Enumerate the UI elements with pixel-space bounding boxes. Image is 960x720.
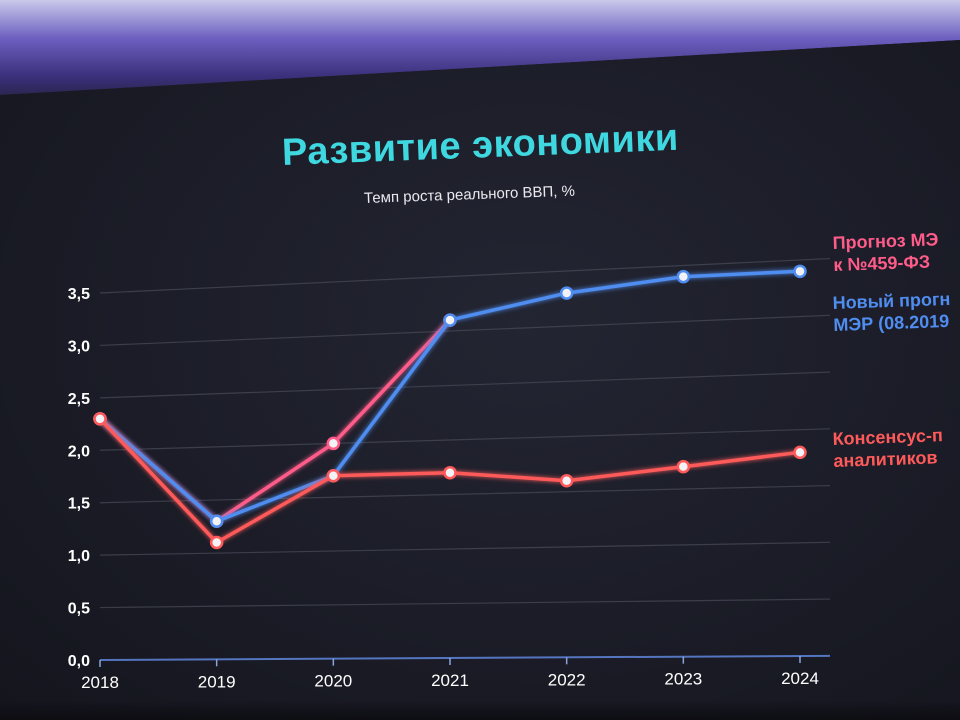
gridline xyxy=(99,257,831,294)
data-point xyxy=(676,269,691,284)
data-point xyxy=(443,465,457,480)
data-point xyxy=(326,468,341,483)
gridline xyxy=(99,314,831,347)
x-tick-label: 2022 xyxy=(548,670,586,689)
x-tick-label: 2024 xyxy=(781,669,819,688)
legend-item-3: Консенсус-п аналитиков xyxy=(832,425,944,471)
data-point xyxy=(443,313,457,327)
data-point xyxy=(559,286,574,300)
gridline xyxy=(99,484,831,504)
data-point xyxy=(793,445,807,460)
data-point xyxy=(559,473,574,488)
data-point xyxy=(93,412,107,426)
gridline xyxy=(99,541,831,556)
series-line-2 xyxy=(98,269,802,523)
data-point xyxy=(209,535,224,550)
data-point xyxy=(793,264,807,279)
y-tick-label: 0,0 xyxy=(68,653,90,670)
y-tick-label: 3,0 xyxy=(68,338,90,355)
y-tick-label: 3,5 xyxy=(68,286,90,303)
series-line-1 xyxy=(98,318,452,523)
legend-item-2: Новый прогн МЭР (08.2019 xyxy=(832,288,951,335)
x-tick-label: 2020 xyxy=(314,672,352,691)
data-point xyxy=(209,514,224,528)
y-tick-label: 0,5 xyxy=(68,601,90,618)
x-tick-label: 2019 xyxy=(198,672,236,691)
y-tick-label: 1,0 xyxy=(68,548,90,565)
legend-item-1: Прогноз МЭ к №459-ФЗ xyxy=(832,229,939,275)
y-tick-label: 2,5 xyxy=(68,391,90,408)
audience-shadow xyxy=(0,700,960,720)
series-line-3 xyxy=(98,417,802,545)
gridline xyxy=(99,428,831,451)
x-tick-label: 2018 xyxy=(81,673,119,692)
data-point xyxy=(676,459,691,474)
x-tick-label: 2023 xyxy=(664,670,702,689)
y-tick-label: 2,0 xyxy=(68,443,90,460)
x-tick-label: 2021 xyxy=(431,671,469,690)
y-tick-label: 1,5 xyxy=(68,496,90,513)
x-axis-line xyxy=(99,654,831,661)
data-point xyxy=(326,436,341,451)
gridline xyxy=(99,598,831,609)
gridline xyxy=(99,371,831,399)
